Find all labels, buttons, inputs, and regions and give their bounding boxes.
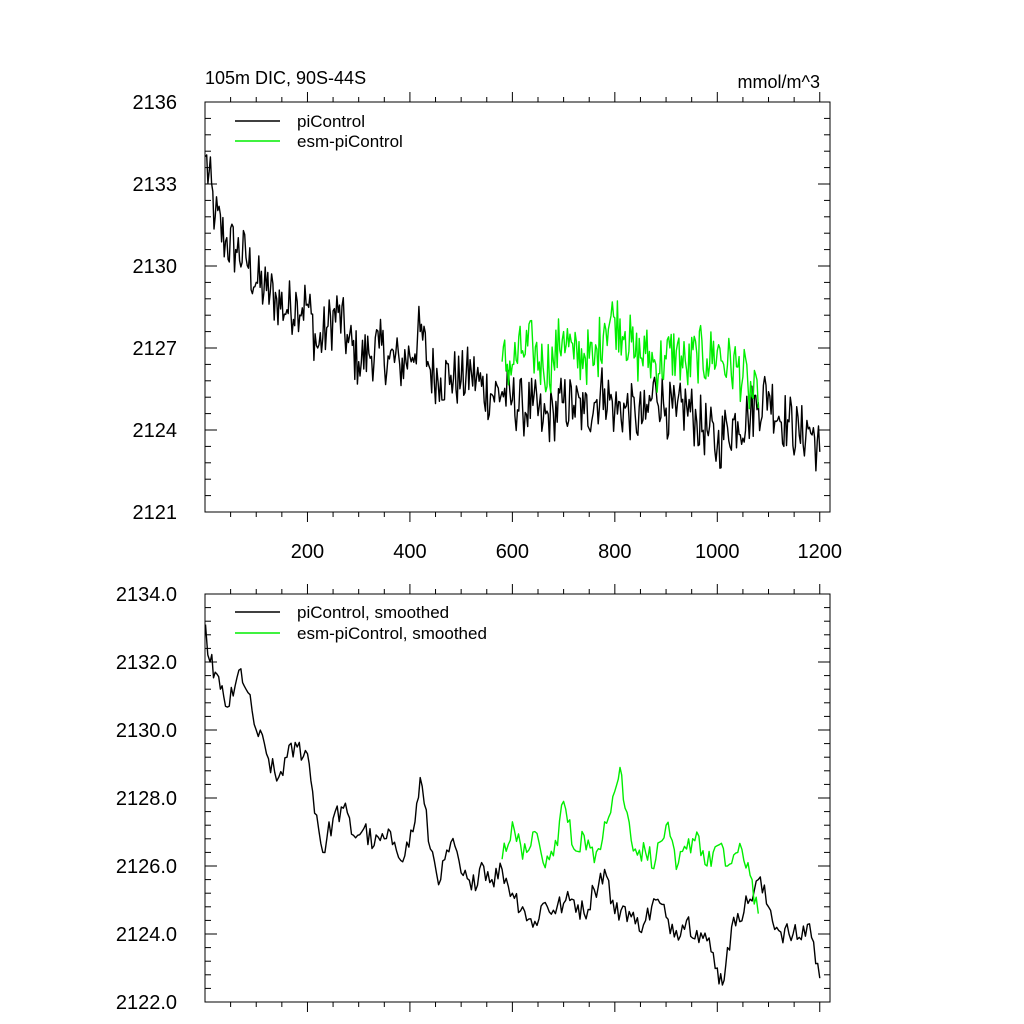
series-line-esm-picontrol-smoothed [501, 766, 759, 914]
y-tick-label: 2130 [133, 256, 178, 278]
series-line-picontrol [204, 154, 821, 472]
bottom-series-lines [204, 624, 821, 986]
series-line-esm-picontrol [501, 300, 759, 410]
y-tick-label: 2126.0 [116, 856, 177, 878]
y-tick-label: 2132.0 [116, 652, 177, 674]
y-tick-label: 2127 [133, 338, 178, 360]
y-tick-label: 2133 [133, 174, 178, 196]
y-tick-label: 2130.0 [116, 720, 177, 742]
plot-frame [204, 593, 831, 1003]
plot-frame [204, 101, 831, 513]
y-tick-label: 2134.0 [116, 584, 177, 606]
legend-label-esm-picontrol-smoothed: esm-piControl, smoothed [297, 624, 487, 643]
x-tick-label: 1200 [798, 541, 843, 563]
x-tick-label: 800 [598, 541, 631, 563]
bottom-axes: 2122.0 2124.0 2126.0 2128.0 2130.0 2132.0 2134… [116, 584, 831, 1014]
x-tick-label: 600 [496, 541, 529, 563]
legend-label-esm-picontrol: esm-piControl [297, 132, 403, 151]
top-legend: piControl esm-piControl [235, 112, 403, 151]
y-tick-label: 2136 [133, 92, 178, 114]
y-tick-label: 2121 [133, 502, 178, 524]
bottom-panel: 2122.0 2124.0 2126.0 2128.0 2130.0 2132.0 2134… [116, 584, 831, 1014]
top-chart-units: mmol/m^3 [738, 72, 820, 92]
y-tick-label: 2128.0 [116, 788, 177, 810]
top-series-lines [204, 154, 821, 472]
x-tick-label: 1000 [695, 541, 740, 563]
top-chart-title: 105m DIC, 90S-44S [205, 68, 366, 88]
bottom-legend: piControl, smoothed esm-piControl, smoot… [235, 603, 487, 643]
legend-label-picontrol: piControl [297, 112, 365, 131]
x-tick-label: 400 [393, 541, 426, 563]
top-panel: 105m DIC, 90S-44S mmol/m^3 200 400 600 800 1… [133, 68, 843, 563]
x-tick-label: 200 [291, 541, 324, 563]
series-line-picontrol-smoothed [204, 624, 821, 986]
y-tick-label: 2122.0 [116, 992, 177, 1014]
y-tick-label: 2124 [133, 420, 178, 442]
top-axes: 200 400 600 800 1000 1200 2121 2124 2127 2130 2133… [133, 92, 843, 563]
legend-label-picontrol-smoothed: piControl, smoothed [297, 603, 449, 622]
y-tick-label: 2124.0 [116, 924, 177, 946]
